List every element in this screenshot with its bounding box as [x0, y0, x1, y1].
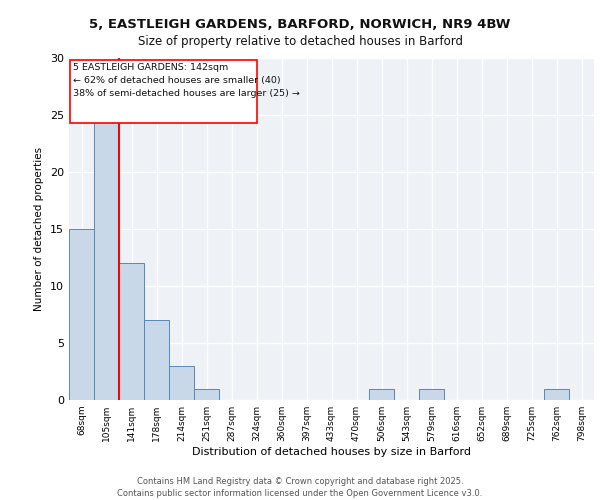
Text: 5, EASTLEIGH GARDENS, BARFORD, NORWICH, NR9 4BW: 5, EASTLEIGH GARDENS, BARFORD, NORWICH, …	[89, 18, 511, 30]
Bar	[544, 388, 569, 400]
Text: Contains HM Land Registry data © Crown copyright and database right 2025.
Contai: Contains HM Land Registry data © Crown c…	[118, 476, 482, 498]
Bar	[94, 114, 119, 400]
Text: 5 EASTLEIGH GARDENS: 142sqm
← 62% of detached houses are smaller (40)
38% of sem: 5 EASTLEIGH GARDENS: 142sqm ← 62% of det…	[73, 62, 300, 98]
Text: Size of property relative to detached houses in Barford: Size of property relative to detached ho…	[137, 35, 463, 48]
Bar	[70, 60, 257, 122]
Bar	[419, 388, 444, 400]
Y-axis label: Number of detached properties: Number of detached properties	[34, 146, 44, 311]
Bar	[369, 388, 394, 400]
Bar	[144, 320, 169, 400]
Bar	[169, 366, 194, 400]
Bar	[119, 263, 144, 400]
Bar	[194, 388, 219, 400]
X-axis label: Distribution of detached houses by size in Barford: Distribution of detached houses by size …	[192, 447, 471, 457]
Bar	[69, 229, 94, 400]
